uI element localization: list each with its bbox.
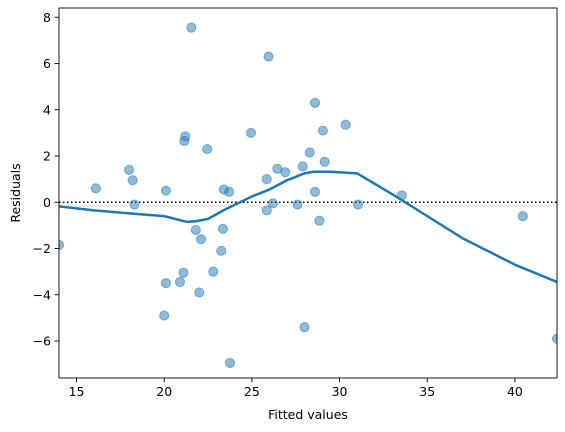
residual-point — [217, 223, 229, 234]
residual-point — [127, 175, 138, 186]
residual-point — [280, 167, 291, 178]
residual-point — [174, 276, 186, 288]
x-tick-label: 20 — [156, 384, 172, 399]
axes: 15 20 25 30 35 40 −6 −4 −2 0 2 4 6 8 — [33, 7, 558, 399]
residual-point — [309, 97, 321, 108]
residual-point — [223, 186, 235, 197]
x-tick-label: 25 — [244, 384, 260, 399]
residual-point — [160, 185, 172, 196]
residual-point — [340, 119, 351, 130]
y-axis-label: Residuals — [8, 163, 23, 222]
y-tick-label: −4 — [33, 287, 51, 302]
plot-frame — [58, 7, 558, 379]
residual-point — [352, 199, 364, 210]
residual-point — [317, 125, 329, 136]
residual-point — [129, 199, 140, 210]
plot-area — [59, 22, 557, 369]
y-tick-label: 0 — [43, 195, 51, 210]
residual-point — [159, 310, 170, 321]
residual-point — [160, 278, 172, 289]
residual-point — [180, 131, 191, 142]
y-tick-label: −2 — [33, 241, 51, 256]
residual-point — [314, 215, 325, 226]
residual-point — [309, 186, 321, 197]
x-tick-label: 35 — [419, 384, 435, 399]
x-tick-label: 30 — [332, 384, 348, 399]
y-tick-label: −6 — [33, 334, 51, 349]
residual-point — [517, 211, 528, 222]
smoothed-trend-line — [59, 170, 557, 284]
residual-point — [224, 357, 236, 369]
residual-point — [299, 322, 310, 333]
residual-point — [124, 164, 135, 175]
y-tick-label: 2 — [43, 149, 51, 164]
residual-point — [551, 333, 557, 344]
residual-point — [90, 183, 101, 194]
residual-point — [190, 224, 201, 236]
residual-point — [178, 267, 189, 278]
residual-point — [267, 198, 279, 209]
residual-point — [208, 266, 219, 277]
residual-point — [245, 127, 257, 138]
y-tick-label: 8 — [43, 10, 51, 25]
residual-point — [297, 161, 308, 172]
x-tick-label: 15 — [69, 384, 85, 399]
residual-point — [202, 143, 213, 155]
y-tick-label: 6 — [43, 56, 51, 71]
residual-point — [304, 147, 315, 158]
residual-point — [261, 205, 272, 216]
residual-point — [186, 22, 197, 33]
residual-point — [216, 245, 227, 256]
residual-point — [263, 51, 274, 62]
x-tick-label: 40 — [507, 384, 523, 399]
x-axis-label: Fitted values — [268, 407, 348, 422]
residual-point — [194, 287, 205, 298]
residual-point — [195, 234, 207, 245]
residual-point — [261, 174, 272, 185]
residual-point — [319, 156, 330, 167]
y-tick-label: 4 — [43, 102, 51, 117]
residual-point — [292, 199, 303, 210]
